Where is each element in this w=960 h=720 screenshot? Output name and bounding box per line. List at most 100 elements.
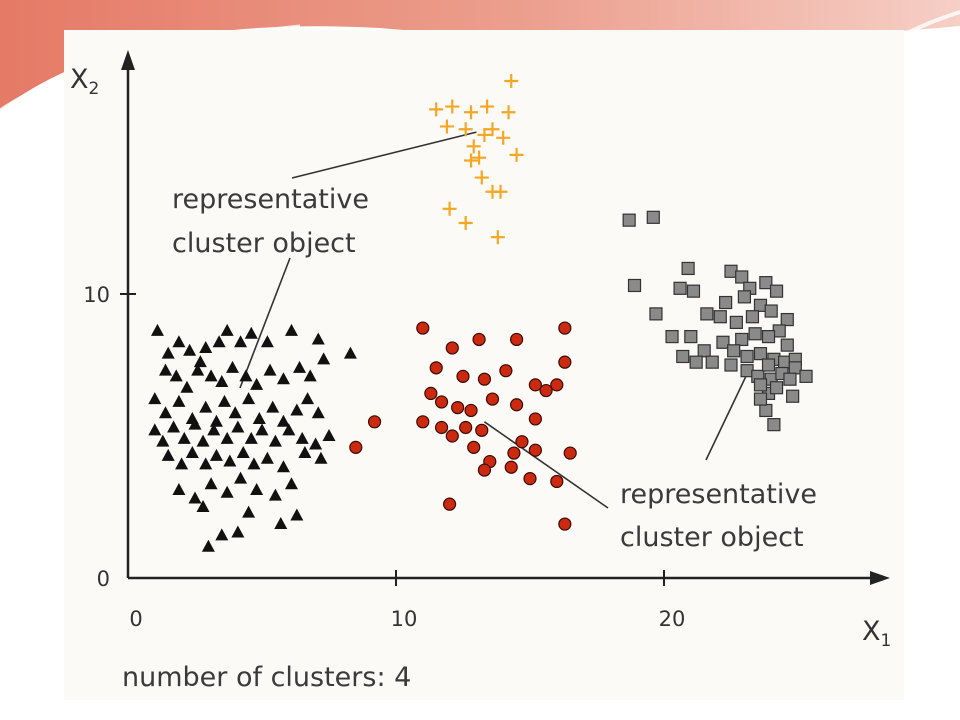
triangle-point	[161, 448, 175, 461]
triangle-point	[255, 423, 269, 436]
triangle-point	[266, 400, 280, 413]
triangle-point	[191, 363, 205, 376]
circle-point	[507, 446, 521, 460]
triangle-point	[276, 414, 290, 427]
triangle-point	[252, 411, 266, 424]
triangle-point	[244, 431, 258, 444]
circle-point	[424, 386, 438, 400]
square-point	[729, 315, 743, 329]
triangle-point	[215, 528, 229, 541]
square-point	[646, 210, 660, 224]
circle-point	[429, 361, 443, 375]
circle-point	[416, 415, 430, 429]
plus-point	[464, 153, 479, 168]
plus-point	[458, 216, 473, 230]
triangle-point	[199, 400, 213, 413]
triangle-point	[242, 505, 256, 518]
x-axis-name: X1	[862, 616, 891, 651]
triangle-point	[172, 394, 186, 407]
square-point	[761, 358, 776, 372]
circle-point	[550, 378, 564, 392]
square-point	[745, 310, 760, 324]
square-point	[748, 327, 762, 341]
triangle-point	[247, 457, 261, 470]
annotation-bottom-line-2: cluster object	[620, 522, 804, 553]
plus-point	[474, 170, 489, 185]
y-axis-name: X2	[70, 64, 99, 99]
square-point	[700, 307, 714, 321]
triangle-point	[204, 369, 218, 382]
plus-point	[477, 127, 492, 142]
triangle-point	[159, 363, 173, 376]
plus-point	[466, 139, 481, 154]
y-axis-arrow	[121, 50, 135, 70]
square-point	[759, 276, 773, 290]
triangle-point	[274, 517, 288, 530]
plus-point	[509, 147, 524, 162]
circle-point	[456, 369, 470, 383]
triangle-point	[199, 457, 213, 470]
annotation-top: representative cluster object	[172, 184, 369, 259]
circle-point	[475, 423, 489, 437]
x-tick-label: 20	[659, 607, 686, 631]
plus-point	[464, 105, 479, 120]
triangle-point	[196, 434, 210, 447]
triangle-point	[293, 360, 307, 373]
square-point	[684, 330, 698, 344]
annotation-top-line-2: cluster object	[172, 228, 356, 259]
square-point	[676, 349, 690, 364]
square-point	[767, 418, 781, 432]
triangle-point	[167, 420, 181, 433]
triangle-point	[295, 431, 309, 444]
triangle-point	[228, 406, 242, 419]
triangle-point	[276, 460, 290, 473]
triangle-point	[343, 346, 357, 359]
triangle-point	[209, 414, 223, 427]
triangle-point	[282, 423, 296, 436]
leader-line-circle-cluster	[483, 421, 609, 509]
triangle-point	[196, 500, 210, 512]
square-point	[783, 372, 797, 386]
square-point	[769, 284, 784, 298]
triangle-point	[317, 352, 331, 365]
triangle-point	[199, 340, 213, 353]
leader-line-triangle-cluster	[239, 257, 291, 389]
triangle-point	[250, 482, 264, 495]
axis-ticks: 0 10 20 0 10	[83, 283, 685, 631]
triangle-point	[204, 477, 218, 490]
circle-point	[563, 446, 577, 460]
plus-point	[439, 119, 454, 134]
square-point	[786, 389, 800, 403]
triangle-point	[193, 355, 207, 368]
square-point	[627, 278, 642, 293]
triangle-point	[188, 491, 202, 504]
triangle-point	[220, 485, 234, 498]
circle-point	[528, 443, 542, 457]
plus-point	[504, 74, 519, 88]
plus-point	[458, 122, 473, 137]
triangle-point	[183, 343, 197, 356]
triangle-point	[226, 360, 240, 373]
plus-point	[445, 99, 460, 114]
circle-point	[558, 321, 572, 335]
plus-point	[442, 201, 457, 216]
x-tick-label: 0	[129, 607, 142, 631]
annotation-bottom: representative cluster object	[620, 479, 817, 553]
triangle-point	[172, 482, 186, 495]
circle-point	[509, 398, 524, 412]
circle-point	[485, 392, 500, 406]
square-point	[649, 307, 663, 321]
circle-point	[443, 497, 457, 511]
triangle-point	[311, 332, 325, 345]
circle-point	[539, 383, 553, 398]
square-point	[673, 281, 687, 295]
square-point	[759, 403, 773, 418]
circle-point	[528, 412, 542, 426]
triangle-point	[177, 431, 191, 444]
square-point	[753, 378, 768, 392]
square-point	[735, 270, 749, 284]
square-point	[697, 344, 711, 358]
square-point	[740, 349, 754, 364]
square-point	[686, 284, 701, 298]
